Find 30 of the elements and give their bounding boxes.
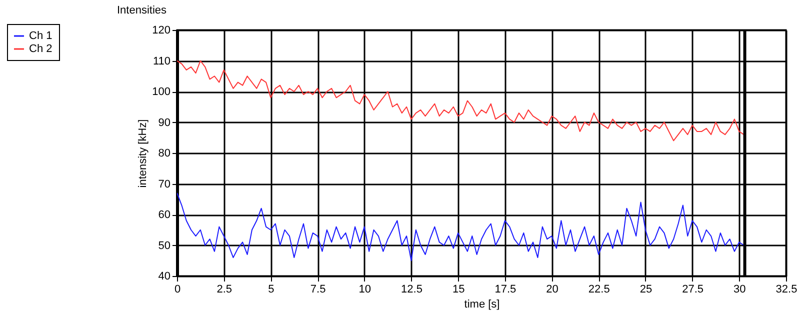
x-tick-label: 22.5	[588, 284, 610, 296]
y-tick-label: 60	[158, 209, 170, 221]
x-tick-label: 17.5	[494, 284, 516, 296]
line-series	[177, 60, 744, 142]
x-tick-label: 25	[640, 284, 652, 296]
line-series	[177, 192, 744, 262]
x-tick-label: 15	[452, 284, 465, 296]
x-tick-label: 10	[358, 284, 372, 296]
chart-title: Intensities	[117, 4, 168, 16]
y-tick-label: 110	[152, 55, 170, 68]
x-tick-label: 7.5	[310, 284, 326, 296]
x-tick-label: 27.5	[682, 284, 704, 296]
y-axis-title: intensity [kHz]	[137, 119, 150, 188]
y-tick-label: 120	[152, 24, 170, 36]
legend-label: Ch 2	[29, 43, 52, 55]
x-axis-title: time [s]	[464, 298, 500, 310]
y-tick-label: 90	[158, 116, 170, 129]
legend-label: Ch 1	[29, 30, 52, 42]
x-tick-label: 0	[174, 284, 181, 296]
x-tick-label: 5	[268, 284, 274, 296]
x-tick-label: 20	[546, 284, 558, 296]
y-tick-label: 50	[158, 240, 170, 252]
y-tick-label: 80	[158, 148, 170, 160]
y-tick-label: 70	[158, 178, 170, 190]
x-tick-label: 30	[734, 284, 746, 296]
x-tick-label: 12.5	[401, 284, 422, 296]
x-tick-label: 32.5	[776, 284, 798, 296]
x-tick-label: 2.5	[216, 284, 232, 296]
y-tick-label: 100	[152, 86, 170, 98]
y-tick-label: 40	[158, 270, 170, 282]
